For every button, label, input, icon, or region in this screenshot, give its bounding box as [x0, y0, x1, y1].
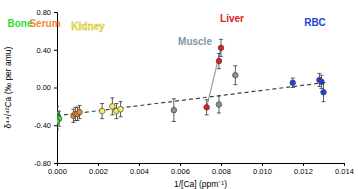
x-tick: 0.008 — [212, 163, 231, 176]
y-tick: 0.40 — [36, 46, 57, 55]
y-axis: -0.80 -0.40 0.00 0.40 0.80 — [34, 8, 58, 168]
series — [171, 66, 238, 122]
y-tick-label: -0.40 — [34, 121, 51, 130]
y-tick: -0.80 — [34, 159, 57, 168]
point — [118, 106, 124, 112]
point — [290, 80, 296, 86]
error-bar — [205, 100, 209, 115]
error-bar — [217, 54, 221, 69]
error-bar — [233, 66, 237, 85]
x-axis: 0.0000.0020.0040.0060.0080.0100.0120.014 — [48, 163, 354, 176]
y-axis-title: δ⁴⁴/⁴²Ca (‰ per amu) — [3, 46, 13, 128]
chart: 0.0000.0020.0040.0060.0080.0100.0120.014… — [0, 0, 358, 189]
point — [216, 102, 222, 108]
point — [216, 58, 222, 64]
plot-area — [57, 39, 326, 129]
x-tick-label: 0.010 — [253, 167, 272, 176]
x-tick-label: 0.008 — [212, 167, 231, 176]
y-tick-label: 0.00 — [36, 83, 51, 92]
error-bar — [219, 39, 223, 56]
error-bar — [100, 104, 104, 119]
x-tick-label: 0.014 — [335, 167, 354, 176]
series — [99, 98, 123, 119]
series-label: Liver — [220, 13, 244, 24]
y-tick-mark — [54, 12, 57, 13]
x-tick-label: 0.004 — [130, 167, 149, 176]
series — [290, 73, 326, 101]
y-tick: -0.40 — [34, 121, 57, 130]
x-axis-title: 1/[Ca] (ppm⁻¹) — [174, 179, 227, 189]
series — [204, 39, 224, 115]
error-bar — [322, 83, 326, 102]
error-bar — [319, 75, 323, 88]
series-label: RBC — [304, 17, 326, 28]
y-tick-mark — [54, 50, 57, 51]
x-tick: 0.006 — [171, 163, 190, 176]
error-bar — [114, 104, 118, 119]
trend-line — [57, 83, 324, 116]
series — [71, 105, 83, 122]
x-tick: 0.012 — [294, 163, 313, 176]
y-tick: 0.80 — [36, 8, 57, 17]
x-tick: 0.010 — [253, 163, 272, 176]
x-tick-label: 0.006 — [171, 167, 190, 176]
point — [218, 45, 224, 51]
error-bar — [78, 105, 82, 118]
point — [204, 105, 210, 111]
y-tick-mark — [54, 125, 57, 126]
point — [77, 109, 83, 115]
y-tick-label: -0.80 — [34, 159, 51, 168]
y-tick-mark — [54, 88, 57, 89]
point — [233, 72, 239, 78]
x-tick: 0.002 — [89, 163, 108, 176]
error-bar — [57, 114, 59, 129]
error-bar — [291, 78, 295, 87]
point — [171, 107, 177, 113]
point — [110, 104, 116, 110]
point — [99, 108, 105, 114]
y-tick: 0.00 — [36, 83, 57, 92]
series — [57, 106, 62, 129]
y-tick-label: 0.80 — [36, 8, 51, 17]
error-bar — [217, 96, 221, 113]
series-label: Kidney — [71, 21, 105, 32]
y-tick-label: 0.40 — [36, 46, 51, 55]
point — [321, 89, 327, 95]
series-label: Serum — [29, 18, 60, 29]
x-tick-label: 0.012 — [294, 167, 313, 176]
error-bar — [119, 102, 123, 117]
series-label: Muscle — [178, 36, 212, 47]
x-tick-label: 0.002 — [89, 167, 108, 176]
x-tick: 0.004 — [130, 163, 149, 176]
y-tick-mark — [54, 163, 57, 164]
point — [57, 119, 60, 125]
y-axis-line — [54, 13, 58, 164]
error-bar — [172, 99, 176, 122]
x-tick: 0.014 — [335, 163, 354, 176]
